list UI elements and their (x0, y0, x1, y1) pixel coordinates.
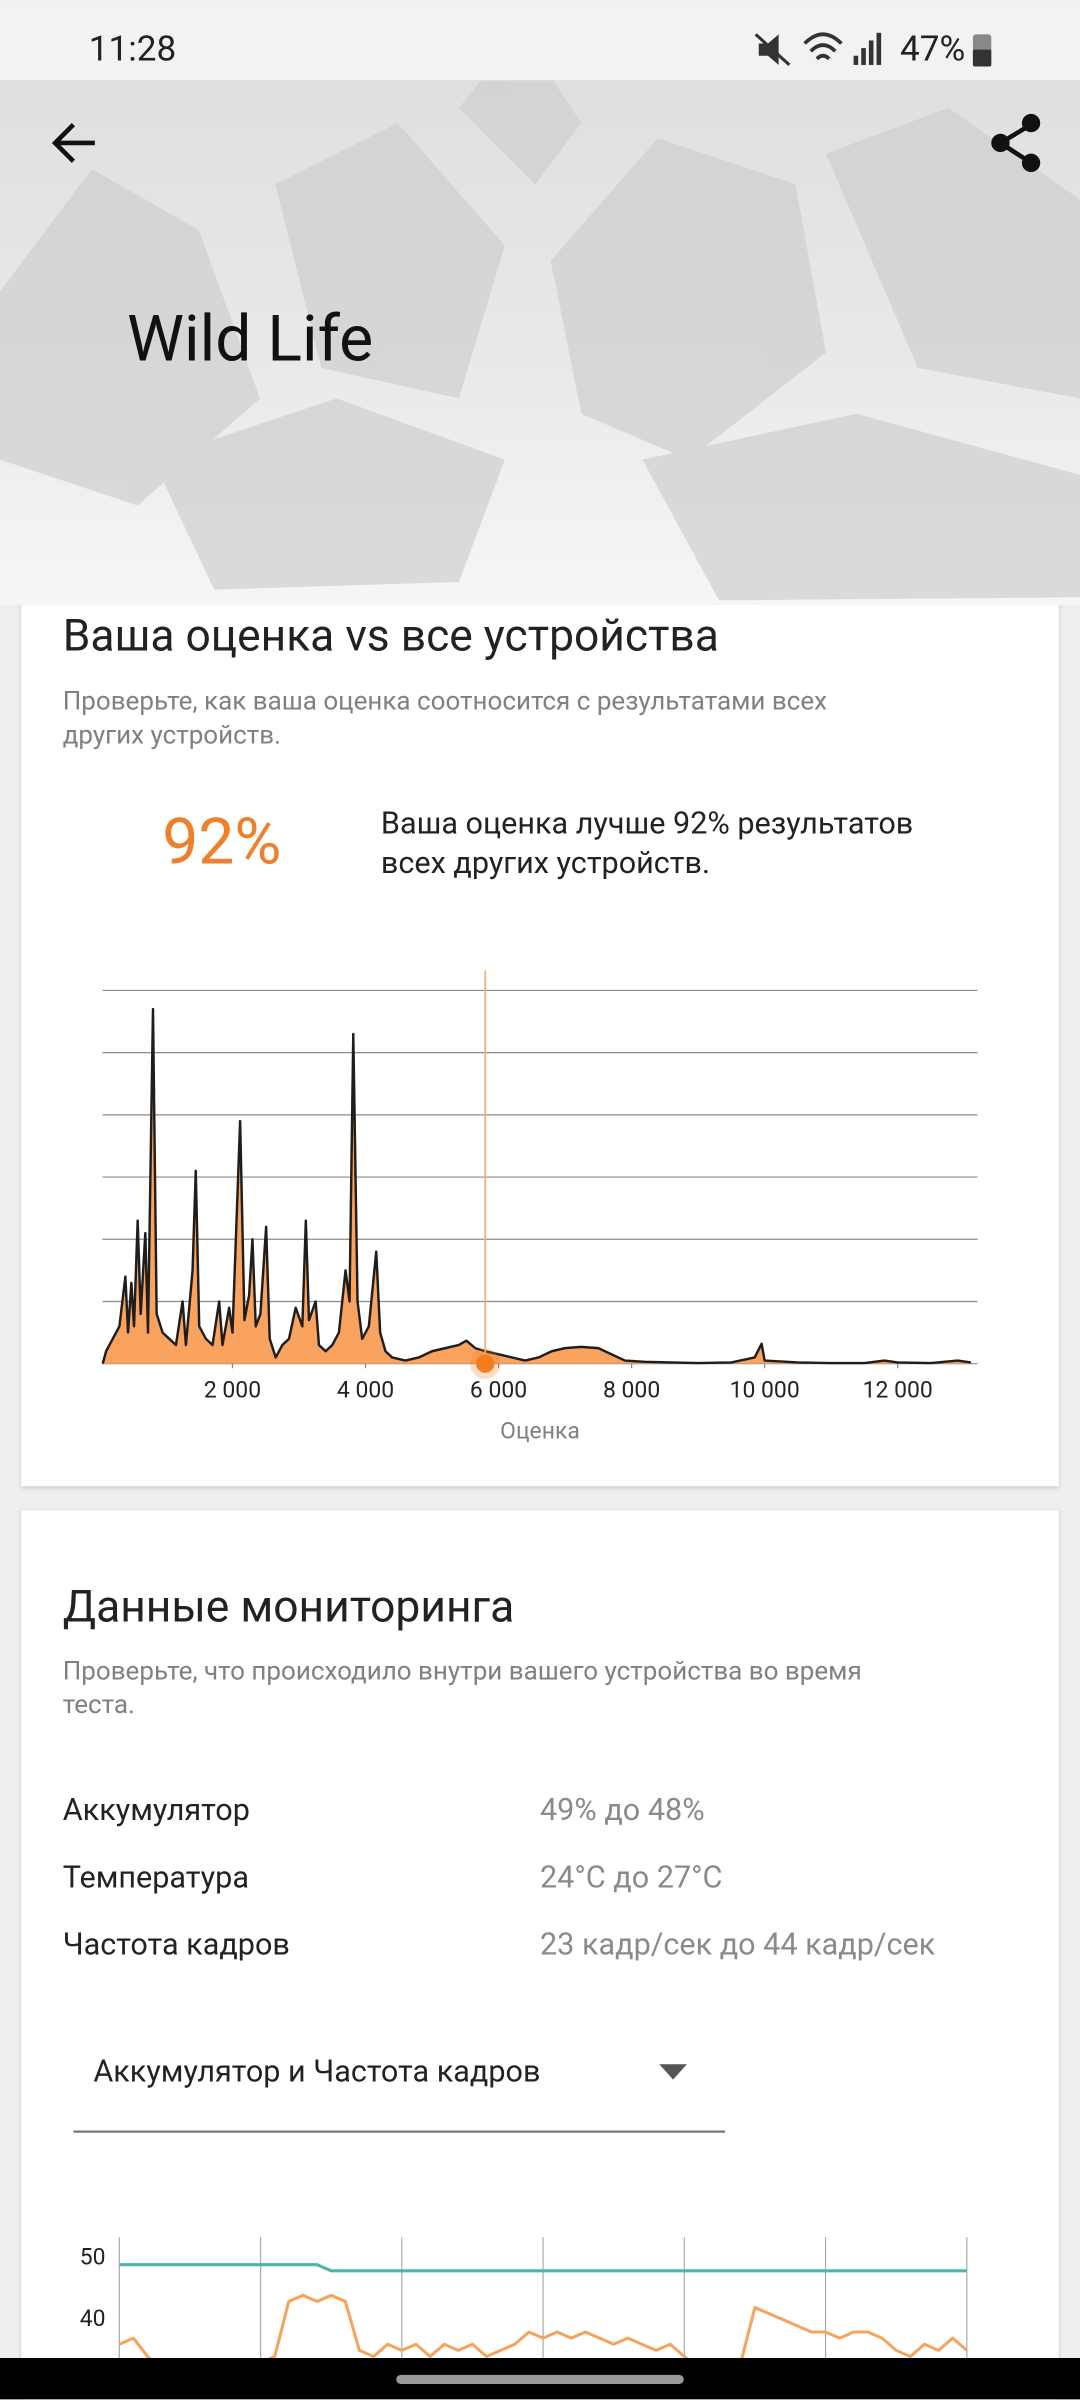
back-button[interactable] (51, 122, 95, 163)
card-subtitle: других устройств. (63, 720, 281, 750)
header-title: Wild Life (127, 300, 373, 376)
y-tick-label: 40 (80, 2305, 106, 2332)
row-label: Температура (63, 1860, 249, 1895)
series-line (119, 2293, 968, 2359)
distribution-area (102, 1009, 971, 1364)
row-value: 23 кадр/сек до 44 кадр/сек (540, 1928, 936, 1963)
card-subtitle: Проверьте, что происходило внутри вашего… (63, 1657, 862, 1687)
home-indicator[interactable] (396, 2374, 684, 2385)
x-axis-label: Оценка (500, 1418, 580, 1445)
x-tick-label: 8 000 (603, 1376, 660, 1403)
x-tick-label: 6 000 (470, 1376, 527, 1403)
percentile-description: Ваша оценка лучше 92% результатов (381, 806, 913, 841)
dropdown-label[interactable]: Аккумулятор и Частота кадров (93, 2055, 540, 2090)
series-line (119, 2263, 967, 2273)
percentile: 92% (162, 804, 281, 880)
percentile-description: всех других устройств. (381, 846, 710, 881)
status-time: 11:28 (89, 27, 177, 69)
row-value: 49% до 48% (540, 1793, 705, 1828)
header-rocks (0, 31, 1080, 601)
score-dot (476, 1354, 495, 1373)
y-tick-label: 50 (80, 2244, 106, 2271)
x-tick-label: 4 000 (337, 1376, 394, 1403)
dropdown-arrow[interactable] (659, 2064, 687, 2080)
card-subtitle: теста. (63, 1690, 135, 1720)
card-title: Ваша оценка vs все устройства (63, 609, 719, 661)
row-value: 24°C до 27°C (540, 1860, 722, 1895)
x-tick-label: 2 000 (204, 1376, 261, 1403)
plot-area (119, 2263, 968, 2359)
card-title: Данные мониторинга (63, 1581, 515, 1633)
row-label: Аккумулятор (63, 1793, 250, 1828)
x-tick-label: 12 000 (863, 1376, 933, 1403)
row-label: Частота кадров (63, 1928, 290, 1963)
x-tick-label: 10 000 (730, 1376, 800, 1403)
status-battery: 47% (900, 27, 965, 69)
distribution-line (101, 1007, 972, 1365)
card-subtitle: Проверьте, как ваша оценка соотносится с… (63, 687, 827, 717)
share-button[interactable] (991, 113, 1041, 173)
status-icons (754, 32, 992, 67)
status-bar (0, 0, 1080, 81)
monitoring-card (21, 1510, 1059, 2400)
